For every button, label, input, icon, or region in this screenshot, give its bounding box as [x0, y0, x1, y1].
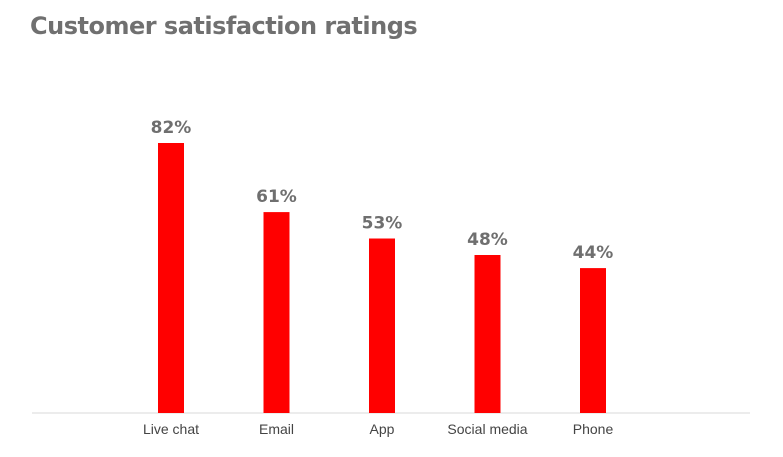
- value-labels-group: 82% 61% 53% 48% 44%: [151, 118, 614, 263]
- value-label-phone: 44%: [573, 243, 614, 263]
- value-label-social-media: 48%: [467, 230, 508, 250]
- value-label-live-chat: 82%: [151, 118, 192, 138]
- value-label-app: 53%: [362, 214, 403, 234]
- chart-title: Customer satisfaction ratings: [30, 12, 418, 40]
- category-label-phone: Phone: [573, 421, 614, 437]
- bar-app: [369, 238, 395, 413]
- bars-group: [158, 143, 606, 413]
- category-label-app: App: [370, 421, 395, 437]
- bar-phone: [580, 268, 606, 413]
- bar-email: [263, 212, 290, 413]
- value-label-email: 61%: [256, 187, 297, 207]
- category-label-social-media: Social media: [447, 421, 527, 437]
- category-labels-group: Live chat Email App Social media Phone: [143, 421, 613, 437]
- bar-live-chat: [158, 143, 184, 413]
- bar-social-media: [474, 255, 501, 413]
- category-label-email: Email: [259, 421, 294, 437]
- category-label-live-chat: Live chat: [143, 421, 199, 437]
